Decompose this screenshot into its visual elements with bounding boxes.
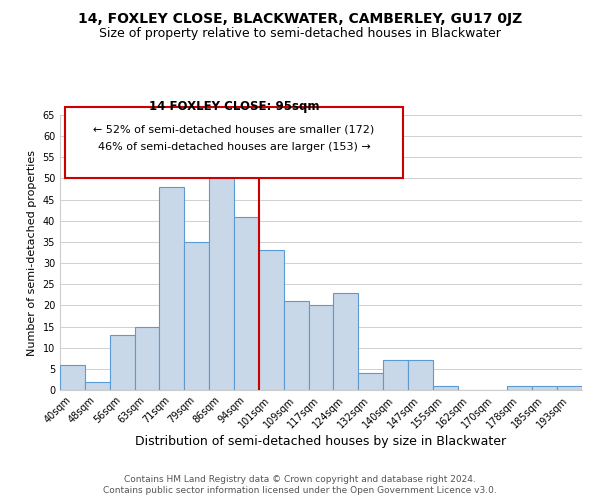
Bar (160, 187, 184, 390)
Bar (383, 360, 408, 390)
Bar (259, 250, 284, 390)
Bar (557, 386, 582, 390)
Bar (209, 170, 234, 390)
Bar (110, 335, 134, 390)
Bar (508, 386, 532, 390)
X-axis label: Distribution of semi-detached houses by size in Blackwater: Distribution of semi-detached houses by … (136, 436, 506, 448)
Text: 14, FOXLEY CLOSE, BLACKWATER, CAMBERLEY, GU17 0JZ: 14, FOXLEY CLOSE, BLACKWATER, CAMBERLEY,… (78, 12, 522, 26)
Text: 14 FOXLEY CLOSE: 95sqm: 14 FOXLEY CLOSE: 95sqm (149, 100, 319, 113)
Bar (134, 326, 160, 390)
Bar (184, 242, 209, 390)
Bar (234, 216, 259, 390)
Bar (433, 386, 458, 390)
Bar (308, 306, 334, 390)
Bar (358, 373, 383, 390)
Bar (408, 360, 433, 390)
FancyBboxPatch shape (65, 106, 403, 178)
Bar (85, 382, 110, 390)
Bar (532, 386, 557, 390)
Bar (284, 301, 308, 390)
Text: Contains HM Land Registry data © Crown copyright and database right 2024.: Contains HM Land Registry data © Crown c… (124, 475, 476, 484)
Bar (334, 292, 358, 390)
Text: Size of property relative to semi-detached houses in Blackwater: Size of property relative to semi-detach… (99, 28, 501, 40)
Text: Contains public sector information licensed under the Open Government Licence v3: Contains public sector information licen… (103, 486, 497, 495)
Y-axis label: Number of semi-detached properties: Number of semi-detached properties (27, 150, 37, 356)
Bar (60, 364, 85, 390)
Text: 46% of semi-detached houses are larger (153) →: 46% of semi-detached houses are larger (… (98, 142, 370, 152)
Text: ← 52% of semi-detached houses are smaller (172): ← 52% of semi-detached houses are smalle… (94, 125, 374, 135)
